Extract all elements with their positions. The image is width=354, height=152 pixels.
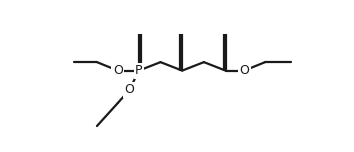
Text: P: P [135, 64, 143, 77]
Text: O: O [125, 83, 135, 96]
Text: O: O [239, 64, 249, 77]
Text: O: O [113, 64, 123, 77]
